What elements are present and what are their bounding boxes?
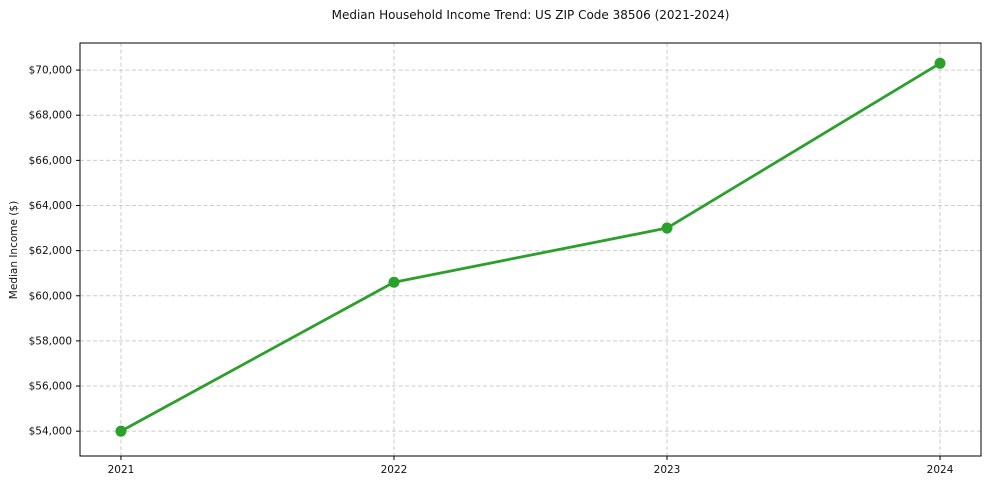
- trend-line: [119, 61, 942, 433]
- y-tick-label: $66,000: [29, 155, 72, 167]
- y-tick-label: $62,000: [29, 245, 72, 257]
- data-point-marker: [661, 222, 673, 234]
- data-point-marker: [934, 57, 946, 69]
- plot-area: [80, 43, 981, 456]
- y-tick-label: $60,000: [29, 290, 72, 302]
- data-point-marker: [388, 276, 400, 288]
- y-tick-label: $64,000: [29, 200, 72, 212]
- plot-border: [79, 42, 982, 457]
- data-point-marker: [115, 425, 127, 437]
- y-tick-label: $68,000: [29, 110, 72, 122]
- y-tick-label: $70,000: [29, 65, 72, 77]
- x-tick-label: 2023: [654, 464, 681, 476]
- y-tick-label: $54,000: [29, 426, 72, 438]
- x-tick-label: 2024: [927, 464, 954, 476]
- y-tick-label: $56,000: [29, 381, 72, 393]
- y-tick-label: $58,000: [29, 335, 72, 347]
- chart-title: Median Household Income Trend: US ZIP Co…: [331, 8, 730, 22]
- y-axis-label: Median Income ($): [8, 200, 20, 300]
- x-tick-label: 2022: [381, 464, 408, 476]
- x-tick-label: 2021: [108, 464, 135, 476]
